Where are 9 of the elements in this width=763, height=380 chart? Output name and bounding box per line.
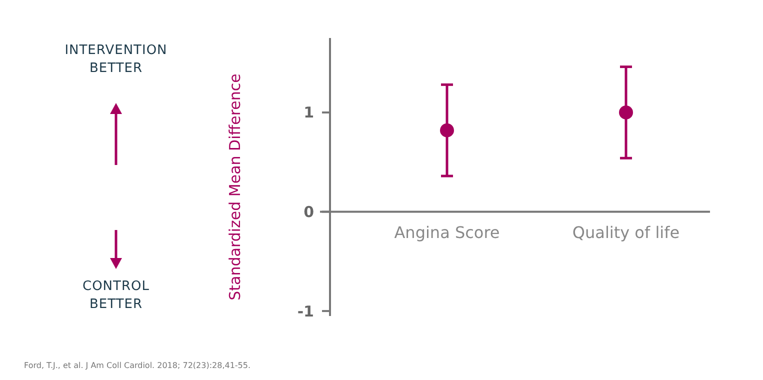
x-tick-label: Angina Score	[394, 222, 500, 242]
y-tick-label: 1	[304, 104, 314, 122]
y-tick-label: 0	[304, 203, 314, 221]
text: INTERVENTION BETTER	[64, 43, 168, 76]
y-axis-title: Standardized Mean Difference	[226, 74, 244, 300]
text: CONTROL BETTER	[82, 279, 150, 312]
x-tick-label: Quality of life	[572, 222, 680, 242]
text: Ford, T.J., et al. J Am Coll Cardiol. 2018; 72(23):28,41-55.	[24, 361, 251, 370]
y-tick-label: -1	[297, 302, 314, 320]
